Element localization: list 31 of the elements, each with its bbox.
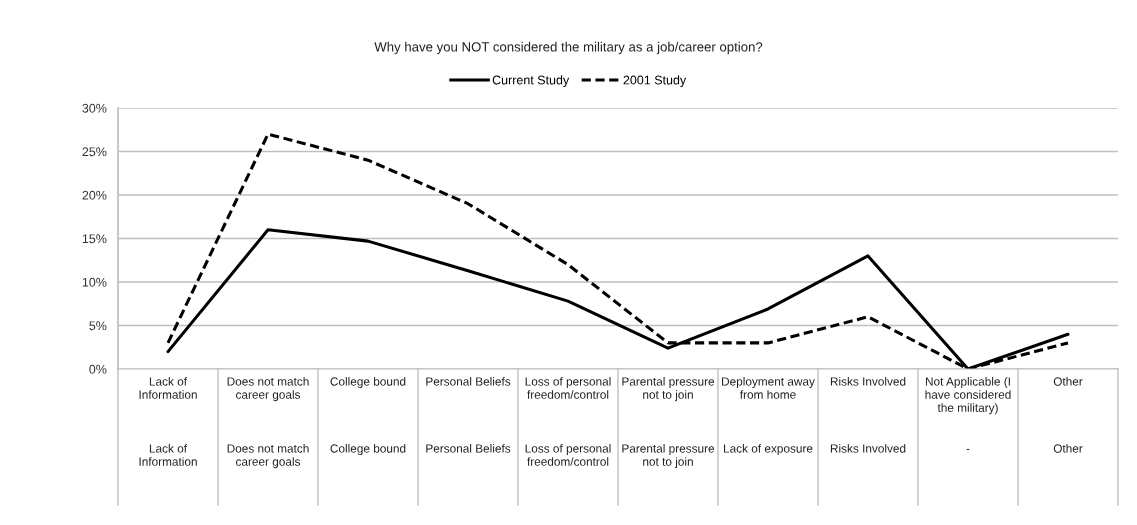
text: Loss of personal freedom/control — [525, 444, 611, 466]
y-tick-label: 25% — [82, 147, 107, 157]
x-tick-label: Does not match career goals — [227, 377, 309, 402]
text: Parental pressure not to join — [622, 444, 715, 469]
text: Does not match career goals — [227, 444, 309, 469]
text: Personal Beliefs — [426, 444, 511, 453]
legend-label: Current Study — [492, 75, 570, 87]
y-tick-label: 0% — [89, 364, 107, 374]
x-tick-label: Deployment away from home — [722, 377, 815, 399]
x-tick-label: Other — [1053, 377, 1083, 386]
chart-title: Why have you NOT considered the military as a job/career option? — [374, 41, 763, 55]
line-series — [166, 132, 1070, 369]
y-tick-label: 30% — [82, 103, 107, 113]
y-tick-label: 15% — [82, 234, 107, 244]
text: Lack of exposure — [724, 444, 813, 456]
x-tick-label: Lack of Information — [139, 377, 197, 399]
x-tick-label: Not Applicable (I have considered the military) — [925, 377, 1011, 415]
text: Lack of Information — [139, 444, 197, 466]
text: - — [966, 448, 970, 450]
y-tick-label: 20% — [82, 190, 107, 200]
y-tick-label: 5% — [89, 321, 107, 331]
text: Other — [1053, 444, 1083, 453]
x-tick-label: Personal Beliefs — [426, 377, 511, 386]
x-tick-label: Risks Involved — [830, 377, 906, 386]
text: College bound — [330, 444, 406, 456]
legend-label: 2001 Study — [623, 75, 687, 87]
x-tick-label: Parental pressure not to join — [622, 377, 715, 402]
y-tick-label: 10% — [82, 277, 107, 287]
x-tick-label: Loss of personal freedom/control — [525, 377, 611, 399]
x-tick-label: College bound — [330, 377, 406, 389]
text: Risks Involved — [830, 444, 906, 453]
